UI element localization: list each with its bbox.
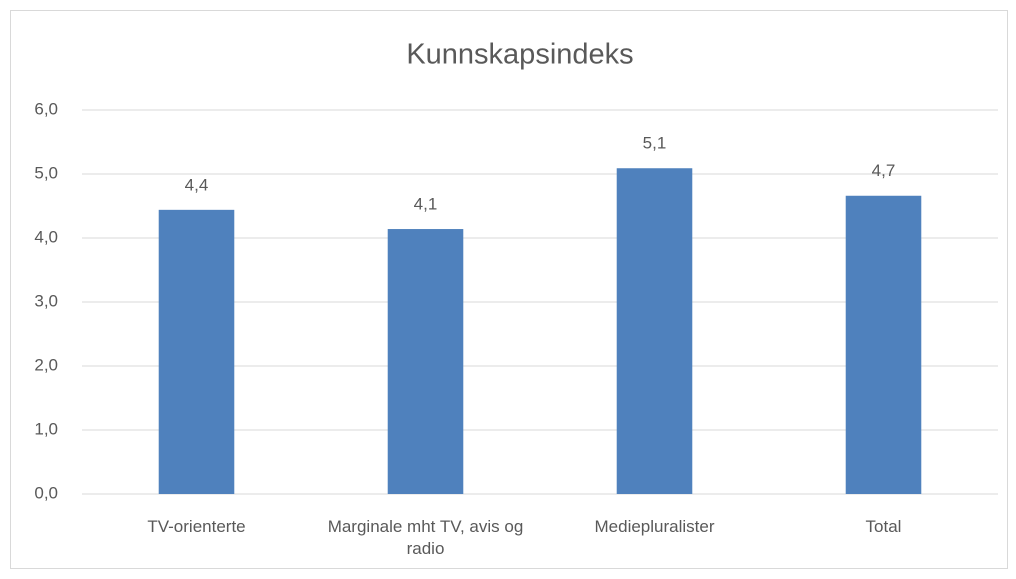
bar xyxy=(387,229,464,495)
x-tick-label: TV-orienterte xyxy=(147,517,246,536)
bar xyxy=(616,168,693,495)
x-tick-label: Marginale mht TV, avis og radio xyxy=(327,517,524,558)
data-label: 4,7 xyxy=(872,161,896,180)
x-tick-label: Total xyxy=(865,517,902,536)
bar xyxy=(845,195,922,494)
y-tick-label: 0,0 xyxy=(34,483,58,502)
data-label: 4,4 xyxy=(185,175,209,194)
bar xyxy=(158,209,235,494)
chart-title: Kunnskapsindeks xyxy=(406,39,633,71)
x-tick-label: Mediepluralister xyxy=(594,517,715,536)
y-tick-label: 5,0 xyxy=(34,163,58,182)
data-label: 5,1 xyxy=(643,134,667,153)
y-tick-label: 4,0 xyxy=(34,227,58,246)
y-tick-label: 6,0 xyxy=(34,99,58,118)
data-label: 4,1 xyxy=(414,195,438,214)
y-tick-label: 2,0 xyxy=(34,355,58,374)
y-tick-label: 1,0 xyxy=(34,419,58,438)
y-tick-label: 3,0 xyxy=(34,291,58,310)
